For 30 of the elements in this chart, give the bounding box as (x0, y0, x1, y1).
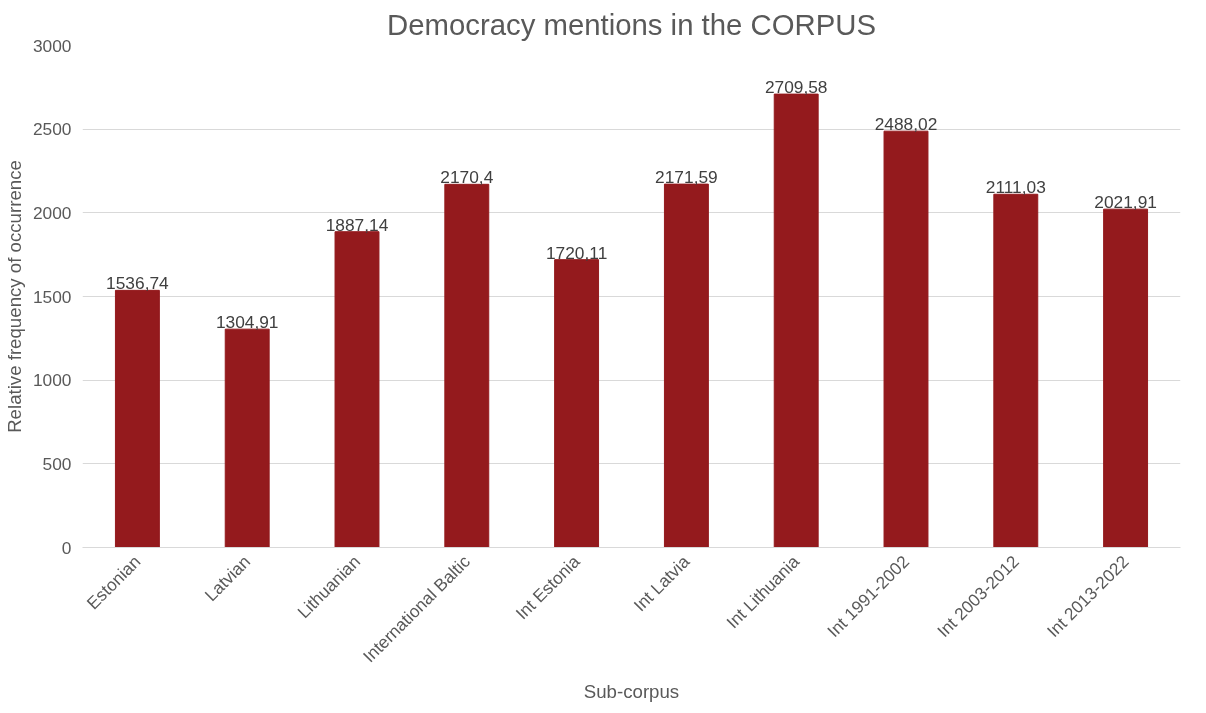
data-label: 2171,59 (655, 167, 718, 188)
y-tick-label: 0 (61, 537, 72, 558)
y-tick-label: 1000 (32, 370, 72, 391)
data-label: 1887,14 (325, 214, 389, 235)
y-tick-label: 2000 (32, 202, 72, 223)
bar (993, 193, 1039, 548)
data-label: 2170,4 (440, 167, 494, 188)
data-label: 2488,02 (874, 114, 938, 135)
data-label: 1720,11 (545, 242, 608, 263)
data-label: 1304,91 (215, 312, 279, 333)
bar (334, 231, 380, 548)
y-tick-label: 500 (42, 453, 72, 474)
x-axis-title: Sub-corpus (583, 681, 680, 703)
data-label: 2111,03 (985, 177, 1046, 198)
chart-title: Democracy mentions in the CORPUS (387, 7, 876, 41)
bar (773, 93, 819, 548)
bar (883, 130, 929, 548)
bar (663, 183, 709, 548)
y-tick-label: 3000 (32, 35, 72, 56)
y-axis-title: Relative frequency of occurrence (3, 160, 25, 433)
y-tick-label: 1500 (32, 286, 72, 307)
bar (224, 328, 270, 548)
bar (554, 259, 600, 548)
data-label: 2709,58 (764, 77, 828, 98)
y-tick-label: 2500 (32, 119, 72, 140)
bar (1103, 208, 1149, 548)
data-label: 2021,91 (1094, 192, 1157, 213)
bar (114, 289, 160, 548)
data-label: 1536,74 (106, 273, 170, 294)
bar (444, 183, 490, 548)
